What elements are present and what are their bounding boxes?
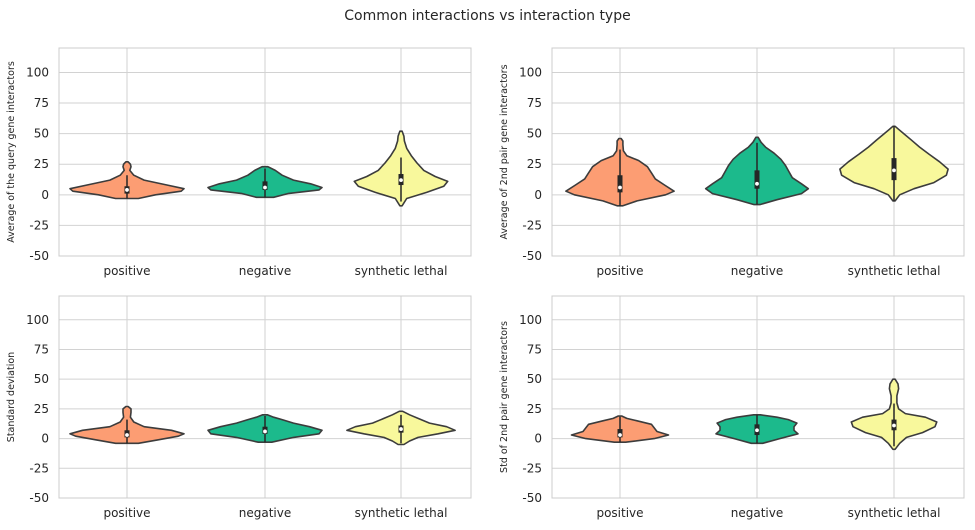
- violin-median-point: [399, 178, 403, 183]
- y-tick-label: 25: [527, 157, 542, 171]
- violin-median-point: [755, 428, 759, 433]
- violin-iqr-box: [617, 175, 623, 193]
- violin-median-point: [892, 168, 896, 173]
- y-tick-label: 100: [519, 65, 542, 79]
- x-tick-label: negative: [731, 506, 783, 520]
- y-tick-label: 0: [534, 432, 542, 446]
- y-tick-label: 100: [519, 313, 542, 327]
- y-tick-label: -25: [522, 218, 542, 232]
- violin-median-point: [263, 429, 267, 434]
- y-tick-label: 50: [34, 127, 49, 141]
- y-tick-label: -25: [522, 461, 542, 475]
- y-tick-label: -50: [522, 491, 542, 505]
- y-axis-label: Standard deviation: [6, 352, 17, 442]
- y-tick-label: -50: [29, 491, 49, 505]
- y-tick-label: 25: [34, 402, 49, 416]
- violin-median-point: [755, 181, 759, 186]
- y-tick-label: -50: [522, 249, 542, 263]
- y-tick-label: 75: [527, 96, 542, 110]
- x-tick-label: synthetic lethal: [355, 506, 448, 520]
- x-tick-label: negative: [731, 264, 783, 278]
- y-tick-label: -25: [29, 461, 49, 475]
- violin-median-point: [125, 433, 129, 437]
- y-axis-label: Average of the query gene interactors: [6, 61, 17, 243]
- y-tick-label: 0: [534, 188, 542, 202]
- y-tick-label: 50: [34, 372, 49, 386]
- violin-iqr-box: [754, 170, 760, 189]
- y-tick-label: 0: [41, 188, 49, 202]
- y-tick-label: -50: [29, 249, 49, 263]
- violin-median-point: [125, 188, 129, 192]
- plot-frame: [58, 47, 472, 257]
- figure-title: Common interactions vs interaction type: [344, 8, 631, 24]
- x-tick-label: positive: [103, 264, 150, 278]
- y-axis-label: Std of 2nd pair gene interactors: [499, 321, 510, 473]
- violin-median-point: [618, 433, 622, 437]
- x-tick-label: negative: [239, 264, 291, 278]
- y-axis-label: Average of 2nd pair gene interactors: [499, 64, 510, 239]
- plot-frame: [551, 47, 965, 257]
- x-tick-label: negative: [239, 506, 291, 520]
- y-tick-label: 75: [34, 96, 49, 110]
- y-tick-label: -25: [29, 218, 49, 232]
- violin-median-point: [892, 423, 896, 428]
- x-tick-label: synthetic lethal: [848, 506, 941, 520]
- y-tick-label: 50: [527, 127, 542, 141]
- x-tick-label: positive: [596, 264, 643, 278]
- x-tick-label: positive: [103, 506, 150, 520]
- y-tick-label: 75: [34, 342, 49, 356]
- y-tick-label: 25: [527, 402, 542, 416]
- violin-median-point: [263, 185, 267, 190]
- x-tick-label: synthetic lethal: [355, 264, 448, 278]
- y-tick-label: 100: [26, 313, 49, 327]
- plot-frame: [551, 295, 965, 499]
- y-tick-label: 0: [41, 432, 49, 446]
- y-tick-label: 75: [527, 342, 542, 356]
- violin-median-point: [399, 427, 403, 431]
- x-tick-label: synthetic lethal: [848, 264, 941, 278]
- y-tick-label: 25: [34, 157, 49, 171]
- x-tick-label: positive: [596, 506, 643, 520]
- y-tick-label: 100: [26, 65, 49, 79]
- y-tick-label: 50: [527, 372, 542, 386]
- plot-frame: [58, 295, 472, 499]
- plot-area-3: [552, 296, 964, 498]
- violin-median-point: [618, 185, 622, 190]
